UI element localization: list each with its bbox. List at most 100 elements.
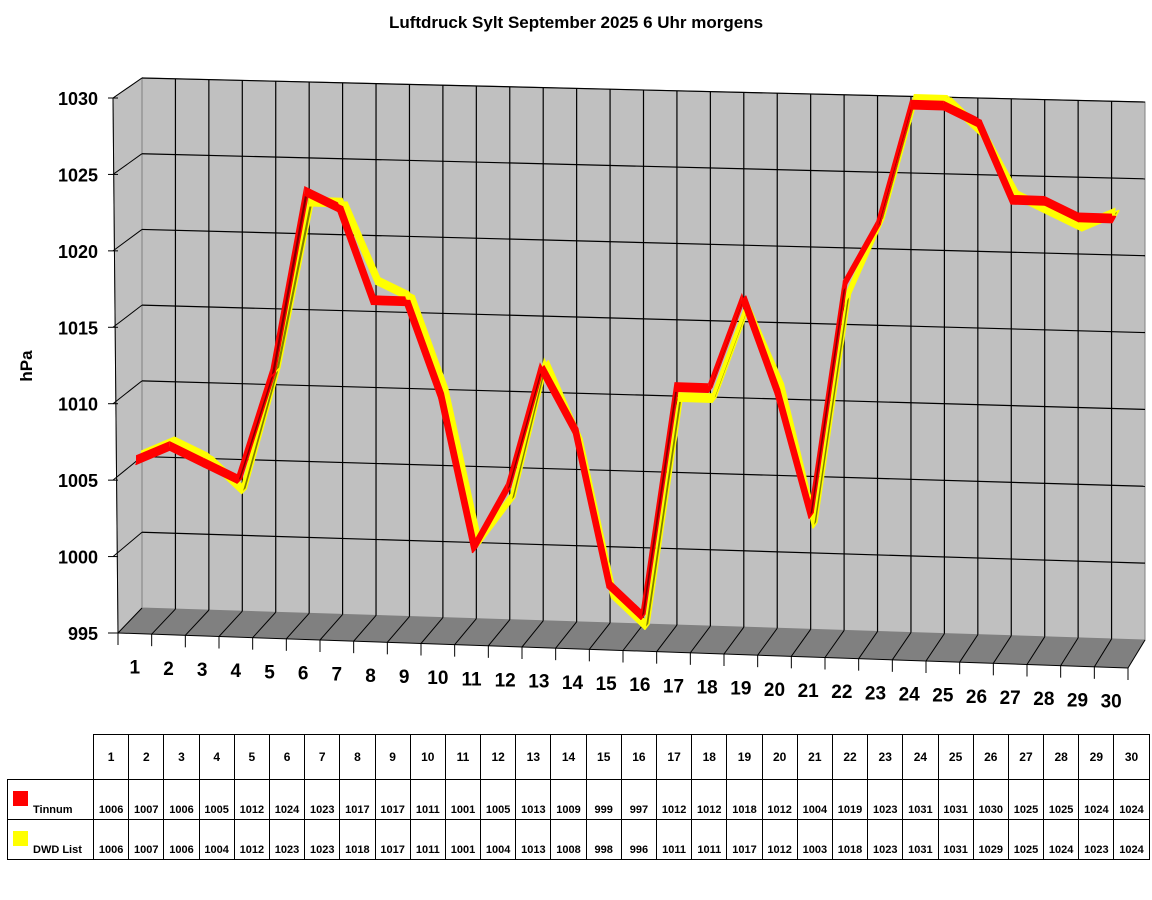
series-label: Tinnum [33,804,73,816]
table-header-cell: 15 [585,734,622,780]
table-header-cell: 24 [902,734,939,780]
table-cell: 1024 [1078,779,1115,820]
table-cell: 1025 [1043,779,1080,820]
table-cell: 1008 [550,819,587,860]
table-cell: 1012 [761,819,798,860]
table-cell: 996 [620,819,658,860]
x-tick-label: 14 [562,673,584,694]
table-header-cell: 22 [831,734,869,780]
table-cell: 1025 [1007,819,1045,860]
table-header-cell: 23 [867,734,904,780]
table-cell: 1018 [726,779,763,820]
table-header-cell: 21 [796,734,833,780]
table-cell: 1025 [1007,779,1045,820]
table-cell: 1023 [304,819,341,860]
x-tick-label: 2 [163,659,174,680]
table-cell: 1017 [339,779,376,820]
table-cell: 1018 [339,819,376,860]
table-header-cell: 10 [409,734,446,780]
table-cell: 1017 [374,779,411,820]
legend-dwd-list: DWD List [7,819,94,860]
table-cell: 1011 [409,819,446,860]
table-header-cell: 30 [1113,734,1150,780]
table-cell: 1001 [444,779,482,820]
y-tick-label: 1015 [58,318,98,338]
gridlines [112,77,1146,669]
x-tick-label: 9 [399,667,410,688]
y-tick-label: 995 [68,624,98,644]
table-cell: 997 [620,779,658,820]
table-cell: 1006 [92,779,130,820]
table-header-cell: 20 [761,734,798,780]
table-cell: 1003 [796,819,833,860]
table-header-cell: 5 [233,734,270,780]
legend-swatch-dwd-list [13,831,28,846]
table-cell: 1012 [655,779,693,820]
legend-tinnum: Tinnum [7,779,94,820]
table-cell: 1011 [409,779,446,820]
table-header-cell: 4 [198,734,235,780]
table-cell: 1001 [444,819,482,860]
table-header-row: 1 2 3 4 5 6 7 8 9 10 11 12 13 14 15 16 17 18 19 20 21 22 23 24 2… [7,734,1150,780]
x-tick-label: 7 [332,665,343,686]
table-header-cell: 14 [550,734,587,780]
table-cell: 1013 [515,819,552,860]
table-cell: 1031 [902,819,939,860]
table-header-cell: 6 [268,734,306,780]
x-tick-label: 28 [1033,689,1054,710]
table-cell: 1012 [761,779,798,820]
table-cell: 1023 [867,819,904,860]
table-cell: 1007 [128,819,165,860]
table-cell: 1011 [655,819,693,860]
table-header-cell: 29 [1078,734,1115,780]
table-cell: 1019 [831,779,869,820]
table-cell: 1007 [128,779,165,820]
table-cell: 1018 [831,819,869,860]
table-cell: 1030 [972,779,1009,820]
table-header-cell: 16 [620,734,658,780]
x-tick-label: 24 [899,684,921,705]
table-cell: 1011 [691,819,728,860]
table-cell: 1004 [796,779,833,820]
x-tick-label: 29 [1067,690,1088,711]
data-table: 1 2 3 4 5 6 7 8 9 10 11 12 13 14 15 16 17 18 19 20 21 22 23 24 2… [7,734,1150,860]
legend-swatch-tinnum [13,791,28,806]
chart-title: Luftdruck Sylt September 2025 6 Uhr morg… [388,13,764,32]
table-cell: 1013 [515,779,552,820]
table-cell: 1024 [1113,819,1150,860]
table-header-cell: 28 [1043,734,1080,780]
x-tick-label: 27 [1000,688,1021,709]
series-label: DWD List [33,844,82,856]
x-tick-label: 16 [629,675,650,696]
table-row: Tinnum 1006 1007 1006 1005 1012 1024 1023 1017 1… [7,779,1150,820]
x-tick-label: 3 [197,660,208,681]
table-cell: 1009 [550,779,587,820]
table-cell: 999 [585,779,622,820]
x-tick-label: 12 [495,670,516,691]
x-tick-label: 6 [298,663,309,684]
table-cell: 1024 [1113,779,1150,820]
x-tick-label: 11 [461,669,482,690]
x-tick-label: 8 [365,666,376,687]
table-header-cell: 12 [480,734,517,780]
table-cell: 1006 [92,819,130,860]
table-cell: 1005 [480,779,517,820]
table-header-cell: 11 [444,734,482,780]
x-tick-label: 1 [130,658,141,679]
x-tick-label: 17 [663,676,684,697]
table-header-cell: 13 [515,734,552,780]
x-tick-label: 26 [966,687,987,708]
y-tick-label: 1010 [58,395,98,415]
y-tick-label: 1025 [58,165,98,185]
y-tick-label: 1000 [58,548,98,568]
x-tick-label: 25 [932,686,954,707]
table-header-cell: 19 [726,734,763,780]
table-cell: 1006 [163,819,200,860]
x-tick-label: 5 [264,662,275,683]
table-header-cell: 1 [92,734,130,780]
table-cell: 1031 [902,779,939,820]
table-header-cell: 26 [972,734,1009,780]
x-tick-label: 13 [528,672,549,693]
